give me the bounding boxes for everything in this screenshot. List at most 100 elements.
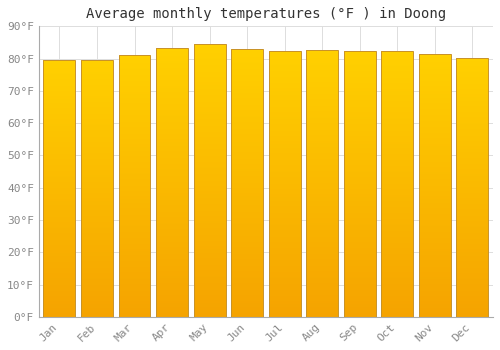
Bar bbox=[306, 137, 338, 138]
Bar bbox=[419, 220, 451, 221]
Bar bbox=[231, 184, 263, 186]
Bar bbox=[44, 141, 76, 142]
Bar bbox=[81, 69, 113, 70]
Bar bbox=[419, 238, 451, 239]
Bar bbox=[344, 69, 376, 71]
Bar bbox=[419, 54, 451, 56]
Bar bbox=[81, 134, 113, 135]
Bar bbox=[118, 169, 150, 170]
Bar bbox=[456, 76, 488, 77]
Bar bbox=[118, 55, 150, 56]
Bar bbox=[81, 159, 113, 160]
Bar bbox=[44, 194, 76, 195]
Bar bbox=[306, 214, 338, 216]
Bar bbox=[156, 282, 188, 283]
Bar bbox=[231, 204, 263, 205]
Bar bbox=[306, 305, 338, 306]
Bar bbox=[44, 140, 76, 141]
Bar bbox=[44, 178, 76, 180]
Bar bbox=[268, 184, 300, 185]
Bar bbox=[118, 166, 150, 168]
Bar bbox=[382, 151, 414, 152]
Bar bbox=[81, 228, 113, 229]
Bar bbox=[118, 280, 150, 281]
Bar bbox=[382, 164, 414, 166]
Bar bbox=[231, 85, 263, 86]
Bar bbox=[81, 219, 113, 220]
Bar bbox=[81, 113, 113, 115]
Bar bbox=[81, 60, 113, 317]
Bar bbox=[344, 56, 376, 57]
Bar bbox=[344, 233, 376, 235]
Bar bbox=[268, 79, 300, 80]
Bar bbox=[344, 204, 376, 205]
Bar bbox=[419, 170, 451, 171]
Bar bbox=[118, 170, 150, 172]
Bar bbox=[156, 275, 188, 276]
Bar bbox=[81, 183, 113, 184]
Bar bbox=[81, 238, 113, 240]
Bar bbox=[456, 64, 488, 66]
Bar bbox=[419, 144, 451, 145]
Bar bbox=[456, 312, 488, 313]
Bar bbox=[156, 118, 188, 119]
Bar bbox=[456, 196, 488, 198]
Bar bbox=[306, 127, 338, 129]
Bar bbox=[81, 233, 113, 235]
Bar bbox=[419, 294, 451, 296]
Bar bbox=[44, 266, 76, 267]
Bar bbox=[382, 189, 414, 191]
Bar bbox=[382, 85, 414, 86]
Bar bbox=[419, 271, 451, 272]
Bar bbox=[231, 303, 263, 305]
Bar bbox=[456, 253, 488, 255]
Bar bbox=[44, 223, 76, 224]
Bar bbox=[419, 230, 451, 231]
Bar bbox=[194, 152, 226, 153]
Bar bbox=[81, 60, 113, 61]
Bar bbox=[44, 299, 76, 300]
Bar bbox=[456, 305, 488, 307]
Bar bbox=[456, 135, 488, 137]
Bar bbox=[456, 163, 488, 164]
Bar bbox=[194, 189, 226, 190]
Bar bbox=[156, 125, 188, 126]
Bar bbox=[156, 205, 188, 206]
Bar bbox=[419, 281, 451, 283]
Bar bbox=[231, 191, 263, 192]
Bar bbox=[268, 249, 300, 250]
Bar bbox=[382, 143, 414, 144]
Bar bbox=[419, 276, 451, 278]
Bar bbox=[268, 176, 300, 177]
Bar bbox=[194, 133, 226, 134]
Bar bbox=[344, 212, 376, 213]
Bar bbox=[344, 195, 376, 196]
Bar bbox=[81, 277, 113, 278]
Bar bbox=[456, 61, 488, 62]
Bar bbox=[382, 280, 414, 281]
Bar bbox=[194, 119, 226, 121]
Bar bbox=[268, 262, 300, 264]
Bar bbox=[231, 79, 263, 81]
Bar bbox=[194, 314, 226, 315]
Bar bbox=[231, 91, 263, 93]
Bar bbox=[81, 129, 113, 130]
Bar bbox=[156, 200, 188, 201]
Bar bbox=[344, 201, 376, 202]
Bar bbox=[44, 214, 76, 216]
Bar bbox=[156, 141, 188, 142]
Bar bbox=[231, 232, 263, 234]
Bar bbox=[268, 204, 300, 205]
Bar bbox=[344, 172, 376, 173]
Bar bbox=[382, 132, 414, 134]
Bar bbox=[268, 115, 300, 116]
Bar bbox=[268, 201, 300, 202]
Bar bbox=[81, 130, 113, 132]
Bar bbox=[382, 253, 414, 254]
Bar bbox=[344, 216, 376, 217]
Bar bbox=[81, 103, 113, 105]
Bar bbox=[456, 250, 488, 251]
Bar bbox=[194, 121, 226, 122]
Bar bbox=[306, 79, 338, 81]
Bar bbox=[456, 178, 488, 180]
